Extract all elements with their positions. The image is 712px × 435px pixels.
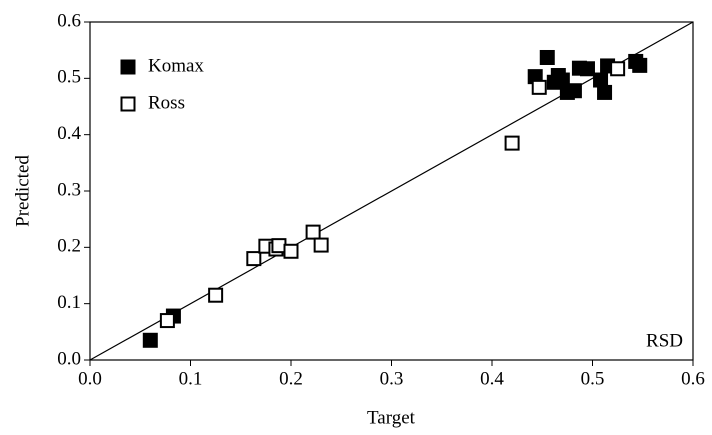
y-axis-label: Predicted: [12, 155, 33, 227]
point: [566, 83, 582, 99]
y-tick-label: 0.0: [57, 348, 81, 369]
point: [632, 57, 648, 73]
y-tick-label: 0.6: [57, 10, 81, 31]
y-tick-label: 0.4: [57, 123, 81, 144]
point: [246, 251, 262, 267]
y-tick-label: 0.1: [57, 292, 81, 313]
point: [554, 72, 570, 88]
point: [305, 224, 321, 240]
point: [539, 49, 555, 65]
legend-marker: [120, 59, 136, 75]
y-tick-label: 0.2: [57, 236, 81, 257]
legend-marker: [120, 96, 136, 112]
y-tick-label: 0.3: [57, 179, 81, 200]
point: [159, 313, 175, 329]
x-tick-label: 0.3: [380, 368, 404, 389]
point: [313, 237, 329, 253]
x-tick-label: 0.5: [581, 368, 605, 389]
point: [208, 287, 224, 303]
legend-label: Komax: [148, 55, 204, 76]
x-tick-label: 0.6: [681, 368, 705, 389]
point: [597, 84, 613, 100]
point: [271, 238, 287, 254]
x-axis-label: Target: [367, 407, 416, 428]
x-tick-label: 0.4: [480, 368, 504, 389]
point: [504, 135, 520, 151]
point: [593, 72, 609, 88]
point: [142, 332, 158, 348]
x-tick-label: 0.1: [179, 368, 203, 389]
annotation: RSD: [646, 330, 683, 351]
point: [579, 61, 595, 77]
x-tick-label: 0.2: [279, 368, 303, 389]
legend-label: Ross: [148, 92, 185, 113]
point: [283, 243, 299, 259]
y-tick-label: 0.5: [57, 67, 81, 88]
point: [531, 79, 547, 95]
identity-line: [89, 21, 694, 361]
x-tick-label: 0.0: [78, 368, 102, 389]
point: [610, 61, 626, 77]
